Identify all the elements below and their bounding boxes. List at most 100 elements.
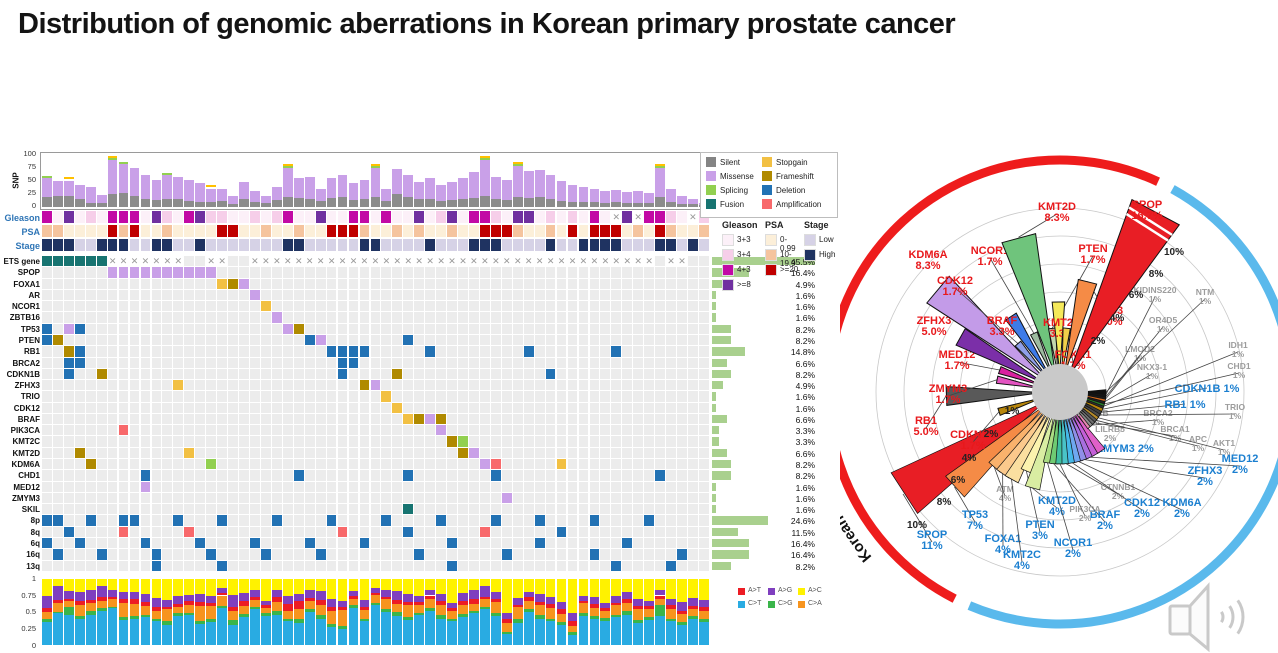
oncoprint-cell [107, 459, 118, 470]
titv-segment [501, 613, 512, 619]
titv-segment [589, 604, 600, 609]
oncoprint-cell [271, 312, 282, 323]
grid-ring [903, 235, 1217, 549]
titv-segment [589, 597, 600, 605]
oncoprint-cell [556, 346, 567, 357]
oncoprint-cell [699, 289, 709, 301]
oncoprint-cell [63, 334, 74, 346]
oncoprint-cell [600, 526, 611, 538]
oncoprint-cell [337, 267, 348, 278]
oncoprint-cell [633, 278, 644, 289]
oncoprint-cell [282, 346, 293, 357]
titv-segment [348, 605, 359, 609]
anno-cell [545, 225, 556, 237]
oncoprint-cell [501, 346, 512, 357]
oncoprint-cell [447, 278, 457, 289]
snp-bar-missense [512, 166, 523, 197]
oncoprint-cell [271, 436, 282, 447]
oncoprint-cell [107, 413, 118, 425]
oncoprint-cell [348, 368, 359, 380]
snp-bar-silent [567, 201, 578, 207]
oncoprint-cell [52, 357, 63, 368]
snp-bar-silent [392, 194, 403, 207]
oncoprint-cell [589, 357, 600, 368]
oncoprint-cell [359, 402, 370, 413]
tcga-gene-label: APC 1% [1189, 434, 1207, 453]
oncoprint-cell [140, 323, 151, 334]
titv-segment [578, 615, 589, 645]
oncoprint-cell [63, 368, 74, 380]
titv-segment [666, 609, 676, 619]
gene-frequency-value: 1.6% [795, 493, 815, 504]
oncoprint-cell [261, 413, 271, 425]
oncoprint-cell [436, 538, 446, 549]
oncoprint-cell [458, 323, 468, 334]
anno-cell [195, 211, 206, 223]
anno-cell [348, 225, 359, 237]
snp-bar-missense [425, 178, 436, 199]
oncoprint-cell [118, 289, 129, 301]
anno-cell [534, 239, 545, 251]
anno-cell-na: ✕ [633, 211, 644, 223]
oncoprint-cell [228, 413, 238, 425]
oncoprint-cell [326, 357, 337, 368]
oncoprint-cell [447, 357, 457, 368]
oncoprint-cell [403, 368, 414, 380]
oncoprint-cell [118, 380, 129, 391]
oncoprint-cell [370, 425, 381, 436]
oncoprint-cell [129, 549, 140, 560]
mutation-legend-swatch [706, 185, 716, 195]
oncoprint-cell [677, 368, 687, 380]
titv-segment [239, 579, 249, 593]
oncoprint-cell [96, 402, 107, 413]
oncoprint-cell [458, 380, 468, 391]
oncoprint-cell [622, 267, 633, 278]
oncoprint-cell [52, 447, 63, 459]
oncoprint-cell [600, 357, 611, 368]
titv-segment [480, 599, 490, 608]
oncoprint-cell [85, 436, 96, 447]
oncoprint-cell [206, 447, 217, 459]
anno-cell [644, 239, 655, 251]
oncoprint-cell-na: ✕ [118, 255, 129, 267]
titv-segment [370, 605, 381, 645]
oncoprint-cell [129, 312, 140, 323]
titv-legend-swatch [768, 601, 775, 608]
titv-segment [677, 602, 687, 612]
oncoprint-cell [315, 334, 326, 346]
oncoprint-cell [52, 549, 63, 560]
titv-segment [74, 579, 85, 593]
oncoprint-cell [414, 368, 425, 380]
oncoprint-cell [556, 413, 567, 425]
oncoprint-cell [556, 515, 567, 526]
oncoprint-cell [118, 323, 129, 334]
titv-segment [545, 608, 556, 619]
oncoprint-cell [677, 312, 687, 323]
oncoprint-cell [129, 391, 140, 402]
titv-segment [545, 621, 556, 645]
oncoprint-cell [567, 436, 578, 447]
oncoprint-cell [261, 368, 271, 380]
anno-cell [578, 239, 589, 251]
oncoprint-cell [52, 526, 63, 538]
titv-segment [337, 601, 348, 607]
oncoprint-cell [282, 368, 293, 380]
oncoprint-cell [512, 357, 523, 368]
oncoprint-cell [677, 504, 687, 515]
oncoprint-cell [140, 301, 151, 312]
titv-segment [261, 605, 271, 609]
oncoprint-cell [414, 436, 425, 447]
titv-segment [469, 579, 479, 590]
oncoprint-cell [677, 470, 687, 481]
snp-axis-tick: 0 [31, 201, 36, 210]
oncoprint-cell [490, 402, 501, 413]
anno-cell [228, 225, 238, 237]
oncoprint-cell [688, 470, 698, 481]
oncoprint-cell [195, 256, 206, 267]
oncoprint-cell [271, 289, 282, 301]
speaker-icon[interactable] [1168, 582, 1245, 653]
oncoprint-cell [578, 470, 589, 481]
oncoprint-cell [359, 515, 370, 526]
snp-bar-silent [370, 196, 381, 207]
oncoprint-cell [501, 549, 512, 560]
